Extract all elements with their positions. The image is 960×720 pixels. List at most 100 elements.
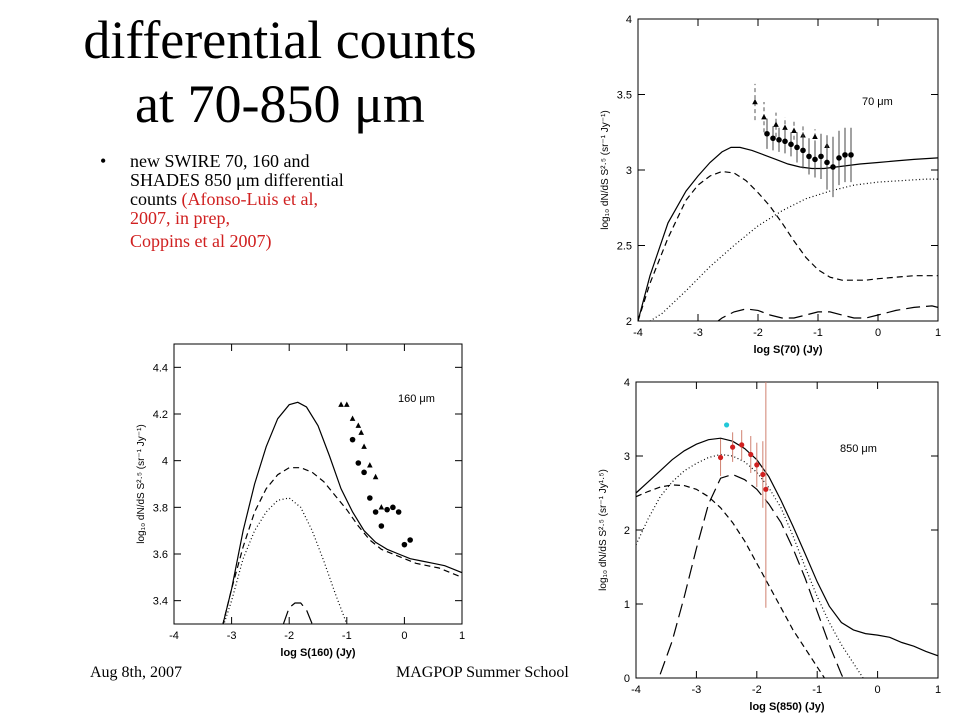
data-point-red: [730, 444, 736, 450]
series-line-dashed: [638, 170, 938, 321]
data-point-triangle: [761, 113, 767, 120]
y-tick-label: 4.2: [153, 409, 168, 421]
x-tick-label: 1: [935, 684, 941, 696]
y-tick-label: 4.4: [153, 362, 168, 374]
x-tick-label: -1: [812, 684, 822, 696]
data-point-circle: [390, 504, 396, 511]
y-tick-label: 3: [626, 165, 632, 177]
data-point-circle: [806, 153, 812, 160]
data-point-circle: [830, 164, 836, 170]
bullet-citation-2: Coppins et al 2007): [130, 231, 272, 251]
y-axis-label: log₁₀ dN/dS S²·⁵ (sr⁻¹ Jy⁻¹): [136, 424, 147, 543]
data-point-triangle: [791, 127, 797, 133]
y-tick-label: 3.8: [153, 502, 168, 514]
data-point-circle: [367, 495, 373, 501]
x-tick-label: -4: [631, 684, 641, 696]
data-point-circle: [395, 509, 402, 515]
x-tick-label: 1: [935, 327, 941, 339]
y-tick-label: 3.6: [153, 549, 168, 561]
x-axis-label: log S(850) (Jy): [749, 701, 825, 713]
plot-area: [636, 382, 938, 678]
plot-area: [638, 83, 938, 321]
chart-160um-panel: -4 -3 -2 -1 0 1 3.4 3.6 3.8 4 4.2 4.4 log S(160) (Jy…: [128, 330, 468, 660]
footer-event: MAGPOP Summer School: [396, 664, 569, 681]
data-point-triangle: [338, 401, 344, 407]
y-tick-label: 4: [626, 14, 632, 26]
data-point-circle: [836, 155, 842, 161]
y-tick-label: 3: [624, 451, 630, 463]
data-point-triangle: [355, 422, 362, 428]
chart-160um: -4 -3 -2 -1 0 1 3.4 3.6 3.8 4 4.2 4.4 log S(160) (Jy…: [136, 343, 465, 659]
chart-annotation: 850 μm: [840, 443, 877, 455]
data-point-circle: [788, 141, 794, 148]
data-point-circle: [349, 436, 356, 443]
bullet-text-main: new SWIRE 70, 160 and SHADES 850 μm diff…: [130, 151, 344, 209]
chart-850um-panel: -4 -3 -2 -1 0 1 0 1 2 3 4 log S(850) (Jy) log₁₀ dN/d…: [592, 370, 952, 720]
data-point-triangle: [773, 121, 779, 127]
title-line-2: at 70-850 μm: [135, 74, 425, 134]
data-point-triangle: [378, 504, 385, 510]
x-tick-label: -4: [169, 630, 179, 642]
data-point-circle: [848, 152, 854, 158]
y-tick-label: 4: [624, 377, 630, 389]
data-point-red: [717, 454, 724, 461]
plot-frame: [173, 343, 463, 625]
data-point-circle: [812, 156, 818, 163]
data-point-triangle: [372, 473, 379, 480]
x-axis-label: log S(160) (Jy): [280, 647, 356, 659]
y-tick-label: 2: [626, 316, 632, 328]
y-axis-label: log₁₀ dN/dS S²·⁵ (sr⁻¹ Jy⁻¹): [600, 110, 611, 229]
chart-annotation: 70 μm: [862, 96, 893, 108]
x-tick-label: 0: [401, 630, 407, 642]
y-axis-label: log₁₀ dN/dS S²·⁵ (sr⁻¹ Jy¹·⁵): [598, 469, 609, 591]
data-point-triangle: [361, 443, 367, 449]
data-point-circle: [355, 460, 362, 466]
x-tick-label: 0: [875, 327, 881, 339]
data-point-circle: [407, 537, 413, 543]
x-tick-label: -3: [693, 327, 703, 339]
x-tick-label: -1: [813, 327, 823, 339]
data-point-circle: [361, 469, 367, 476]
chart-850um: -4 -3 -2 -1 0 1 0 1 2 3 4 log S(850) (Jy) log₁₀ dN/d…: [598, 377, 941, 713]
bullet-marker: •: [100, 151, 107, 171]
data-point-circle: [372, 509, 379, 515]
y-tick-label: 2: [624, 525, 630, 537]
data-point-circle: [800, 147, 806, 154]
x-tick-label: 0: [875, 684, 881, 696]
x-tick-label: -2: [753, 327, 763, 339]
series-line-solid: [636, 437, 938, 657]
chart-70um-panel: -4 -3 -2 -1 0 1 2 2.5 3 3.5 4 log S(70) (Jy) log₁₀ d…: [592, 5, 952, 365]
data-point-triangle: [782, 124, 788, 130]
plot-frame: [635, 381, 939, 679]
data-point-circle: [384, 506, 390, 513]
y-tick-label: 4: [162, 456, 168, 468]
data-point-circle: [794, 144, 800, 151]
data-point-red: [763, 486, 769, 492]
chart-70um: -4 -3 -2 -1 0 1 2 2.5 3 3.5 4 log S(70) (Jy) log₁₀ d…: [600, 14, 941, 356]
y-tick-label: 2.5: [617, 241, 632, 253]
bullet-item: new SWIRE 70, 160 and SHADES 850 μm diff…: [130, 152, 360, 251]
data-point-circle: [378, 523, 385, 529]
x-tick-label: 1: [459, 630, 465, 642]
series-line-longdash: [282, 602, 313, 624]
data-point-circle: [818, 153, 824, 160]
series-line-dashed: [222, 467, 462, 624]
x-axis-label: log S(70) (Jy): [753, 344, 822, 356]
series-line-longdash: [717, 305, 938, 321]
y-tick-label: 3.4: [153, 596, 168, 608]
data-point-cyan: [724, 422, 730, 428]
x-tick-label: -1: [342, 630, 352, 642]
data-point-circle: [401, 541, 408, 548]
series-line-longdash: [659, 473, 844, 678]
data-point-circle: [782, 138, 788, 145]
data-point-circle: [824, 159, 830, 166]
series-line-dotted: [223, 497, 348, 624]
data-point-triangle: [752, 98, 758, 105]
plot-frame: [637, 18, 939, 322]
data-point-triangle: [812, 133, 818, 139]
data-point-triangle: [358, 429, 364, 435]
series-line-solid: [638, 146, 938, 321]
y-tick-label: 0: [624, 673, 630, 685]
data-point-circle: [842, 152, 848, 158]
x-tick-label: -3: [692, 684, 702, 696]
